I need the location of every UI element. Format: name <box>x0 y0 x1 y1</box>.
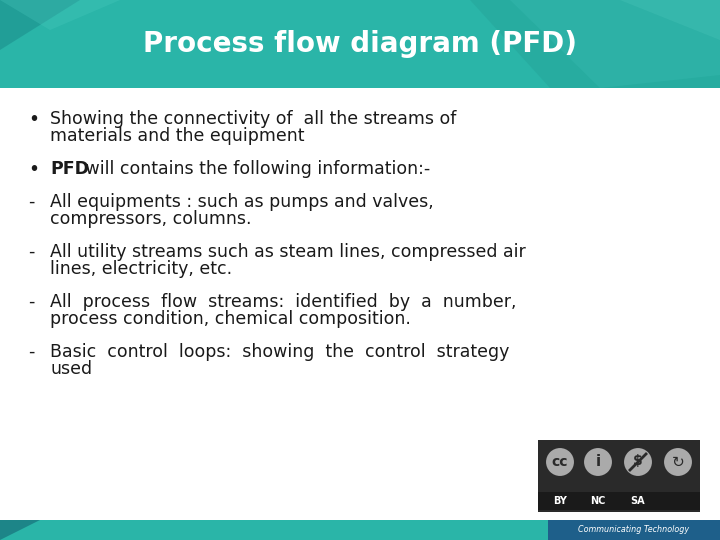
Text: All  process  flow  streams:  identified  by  a  number,: All process flow streams: identified by … <box>50 293 516 311</box>
Text: process condition, chemical composition.: process condition, chemical composition. <box>50 310 411 328</box>
Text: will contains the following information:-: will contains the following information:… <box>80 160 431 178</box>
Text: Showing the connectivity of  all the streams of: Showing the connectivity of all the stre… <box>50 110 456 128</box>
FancyBboxPatch shape <box>548 520 720 540</box>
Text: i: i <box>595 455 600 469</box>
FancyBboxPatch shape <box>538 492 700 510</box>
Text: Basic  control  loops:  showing  the  control  strategy: Basic control loops: showing the control… <box>50 343 509 361</box>
Polygon shape <box>510 0 720 88</box>
Text: •: • <box>28 160 39 179</box>
Polygon shape <box>620 0 720 40</box>
FancyBboxPatch shape <box>0 0 720 88</box>
Text: -: - <box>28 343 35 361</box>
Polygon shape <box>470 0 720 88</box>
Circle shape <box>545 447 575 477</box>
Circle shape <box>583 447 613 477</box>
Text: Process flow diagram (PFD): Process flow diagram (PFD) <box>143 30 577 58</box>
Text: All utility streams such as steam lines, compressed air: All utility streams such as steam lines,… <box>50 243 526 261</box>
Text: All equipments : such as pumps and valves,: All equipments : such as pumps and valve… <box>50 193 433 211</box>
Text: -: - <box>28 293 35 311</box>
Text: used: used <box>50 360 92 378</box>
Polygon shape <box>0 0 80 50</box>
Text: cc: cc <box>552 455 568 469</box>
Text: materials and the equipment: materials and the equipment <box>50 127 305 145</box>
Polygon shape <box>0 0 120 30</box>
Text: NC: NC <box>590 496 606 506</box>
Text: lines, electricity, etc.: lines, electricity, etc. <box>50 260 232 278</box>
Text: Communicating Technology: Communicating Technology <box>578 525 690 535</box>
Polygon shape <box>0 520 40 540</box>
FancyBboxPatch shape <box>0 520 720 540</box>
Text: -: - <box>28 243 35 261</box>
Text: compressors, columns.: compressors, columns. <box>50 210 251 228</box>
Text: SA: SA <box>631 496 645 506</box>
Circle shape <box>623 447 653 477</box>
Text: •: • <box>28 110 39 129</box>
FancyBboxPatch shape <box>538 440 700 512</box>
Text: ↻: ↻ <box>672 455 685 469</box>
Text: BY: BY <box>553 496 567 506</box>
Circle shape <box>663 447 693 477</box>
Text: -: - <box>28 193 35 211</box>
Text: PFD: PFD <box>50 160 89 178</box>
Text: $: $ <box>633 454 643 468</box>
